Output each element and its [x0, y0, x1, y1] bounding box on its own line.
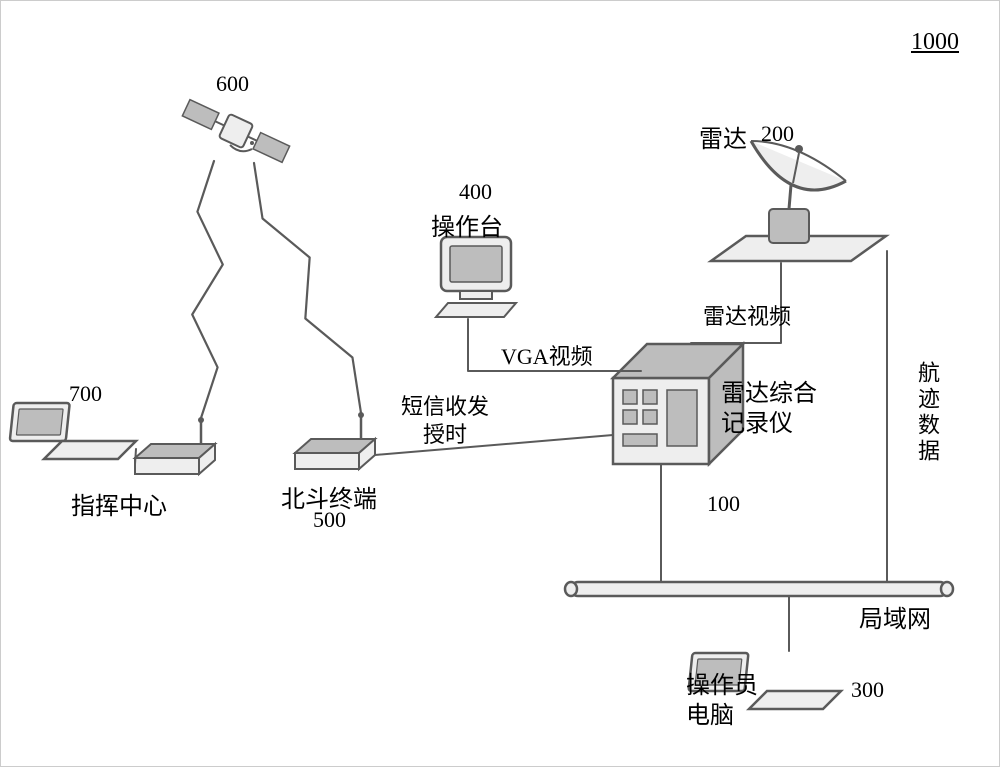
- op-id: 300: [851, 677, 884, 703]
- figure-id: 1000: [911, 29, 959, 56]
- recorder-id: 100: [707, 491, 740, 517]
- edge-bd-rec-label: 短信收发 授时: [401, 393, 489, 448]
- beidou-id: 500: [313, 507, 346, 533]
- lan-label: 局域网: [859, 599, 931, 634]
- radar-id: 200: [761, 121, 794, 147]
- diagram-canvas: 1000 600 雷达 200 400 操作台 雷达综合 记录仪 100 700…: [0, 0, 1000, 767]
- recorder-label: 雷达综合 记录仪: [721, 379, 817, 439]
- op-label: 操作员 电脑: [686, 671, 758, 731]
- radar-label: 雷达: [699, 119, 747, 154]
- console-label: 操作台: [431, 207, 503, 242]
- edge-radar-rec-label: 雷达视频: [703, 299, 791, 331]
- cmd-label: 指挥中心: [71, 486, 167, 521]
- cmd-id: 700: [69, 381, 102, 407]
- satellite-id: 600: [216, 71, 249, 97]
- edge-console-rec-label: VGA视频: [501, 339, 593, 371]
- edge-radar-lan-label: 航迹数据: [911, 361, 943, 465]
- console-id: 400: [459, 179, 492, 205]
- diagram-svg: [1, 1, 1000, 768]
